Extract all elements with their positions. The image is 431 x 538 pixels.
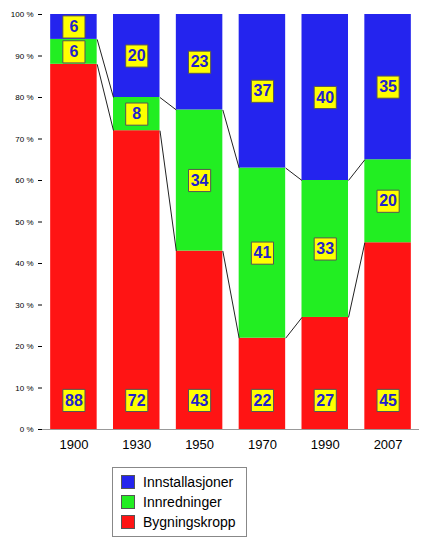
html-text:Innredninger: Innredninger (143, 494, 222, 510)
svg-text:30 %: 30 % (15, 301, 33, 310)
svg-text:60 %: 60 % (15, 176, 33, 185)
svg-text:20: 20 (128, 47, 146, 64)
svg-text:1990: 1990 (311, 437, 340, 452)
svg-text:34: 34 (191, 172, 209, 189)
html-text:Innstallasjoner: Innstallasjoner (143, 474, 234, 490)
svg-text:1900: 1900 (59, 437, 88, 452)
svg-text:90 %: 90 % (15, 52, 33, 61)
svg-text:80 %: 80 % (15, 93, 33, 102)
svg-text:41: 41 (254, 244, 272, 261)
svg-text:45: 45 (379, 392, 397, 409)
svg-text:88: 88 (65, 392, 83, 409)
svg-text:10 %: 10 % (15, 384, 33, 393)
svg-text:43: 43 (191, 392, 209, 409)
svg-text:35: 35 (379, 78, 397, 95)
svg-text:27: 27 (316, 392, 334, 409)
svg-text:37: 37 (254, 82, 272, 99)
svg-text:1930: 1930 (122, 437, 151, 452)
svg-text:22: 22 (254, 392, 272, 409)
svg-text:6: 6 (69, 43, 78, 60)
svg-text:40: 40 (316, 89, 334, 106)
svg-text:50 %: 50 % (15, 218, 33, 227)
svg-text:70 %: 70 % (15, 135, 33, 144)
svg-text:1950: 1950 (185, 437, 214, 452)
svg-text:2007: 2007 (374, 437, 403, 452)
svg-text:33: 33 (316, 240, 334, 257)
svg-text:72: 72 (128, 392, 146, 409)
svg-text:6: 6 (69, 18, 78, 35)
svg-text:20: 20 (379, 192, 397, 209)
svg-text:1970: 1970 (248, 437, 277, 452)
svg-text:40 %: 40 % (15, 259, 33, 268)
svg-text:100 %: 100 % (11, 10, 34, 19)
svg-text:23: 23 (191, 53, 209, 70)
svg-text:0 %: 0 % (20, 425, 34, 434)
svg-text:20 %: 20 % (15, 342, 33, 351)
html-text:Bygningskropp: Bygningskropp (143, 514, 236, 530)
svg-text:8: 8 (132, 105, 141, 122)
